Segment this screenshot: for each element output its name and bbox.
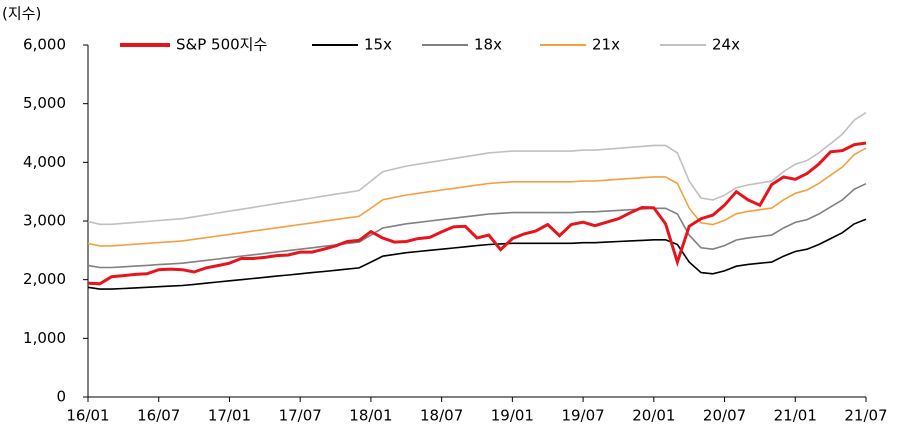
- x-tick-label: 20/07: [703, 407, 746, 425]
- y-tick-label: 3,000: [23, 212, 66, 230]
- x-tick-label: 17/01: [208, 407, 251, 425]
- series-line: [87, 182, 867, 269]
- legend-label: 18x: [474, 36, 502, 54]
- legend-label: 24x: [712, 36, 740, 54]
- x-tick-label: 18/01: [349, 407, 392, 425]
- y-tick-label: 4,000: [23, 153, 66, 171]
- y-axis-label: (지수): [2, 5, 41, 23]
- series-line: [87, 111, 867, 226]
- legend-label: 21x: [592, 36, 620, 54]
- x-tick-label: 21/07: [844, 407, 887, 425]
- y-tick-label: 2,000: [23, 270, 66, 288]
- x-tick-label: 21/01: [774, 407, 817, 425]
- series-line: [87, 141, 867, 286]
- series-line: [87, 147, 867, 247]
- x-tick-label: 20/01: [632, 407, 675, 425]
- x-tick-label: 18/07: [420, 407, 463, 425]
- legend-label: S&P 500지수: [176, 36, 267, 54]
- series-line: [87, 218, 867, 290]
- x-tick-label: 16/07: [137, 407, 180, 425]
- x-tick-label: 16/01: [66, 407, 109, 425]
- y-tick-label: 6,000: [23, 36, 66, 54]
- y-tick-label: 1,000: [23, 329, 66, 347]
- y-tick-label: 5,000: [23, 94, 66, 112]
- legend-label: 15x: [364, 36, 392, 54]
- x-tick-label: 19/07: [561, 407, 604, 425]
- y-tick-label: 0: [56, 388, 66, 406]
- x-tick-label: 19/01: [491, 407, 534, 425]
- x-tick-label: 17/07: [279, 407, 322, 425]
